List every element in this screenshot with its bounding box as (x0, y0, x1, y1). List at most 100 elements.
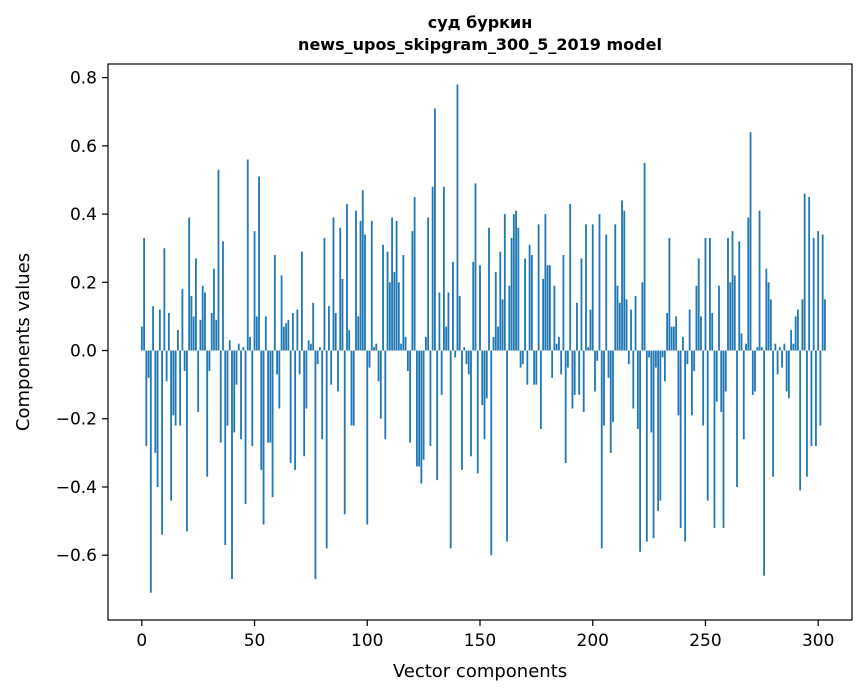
bar-136 (447, 292, 450, 351)
bar-178 (542, 278, 545, 351)
bar-177 (539, 350, 542, 429)
bar-227 (652, 350, 655, 539)
bar-213 (621, 200, 623, 351)
bar-263 (733, 275, 736, 351)
bar-68 (294, 350, 297, 470)
bar-123 (418, 350, 421, 467)
bar-237 (675, 316, 678, 351)
bar-261 (729, 282, 732, 351)
bar-144 (465, 350, 468, 365)
bar-228 (654, 350, 657, 368)
bar-292 (799, 350, 802, 491)
bar-61 (278, 350, 281, 409)
bar-209 (612, 350, 614, 423)
bar-276 (763, 350, 765, 576)
bar-90 (343, 350, 346, 515)
bar-84 (330, 350, 333, 385)
bar-47 (246, 159, 249, 351)
bar-69 (296, 309, 299, 351)
bar-203 (598, 214, 601, 351)
bar-115 (400, 343, 402, 351)
bar-192 (573, 350, 576, 395)
bar-50 (253, 231, 256, 351)
bar-39 (228, 340, 231, 351)
bar-27 (201, 285, 204, 351)
bar-210 (614, 224, 617, 351)
bar-282 (776, 350, 779, 375)
bar-258 (722, 350, 725, 528)
bar-289 (792, 343, 795, 351)
bar-285 (783, 343, 786, 351)
x-tick-label-6: 300 (802, 631, 834, 651)
bar-46 (244, 350, 247, 505)
bar-59 (273, 255, 276, 351)
bar-201 (594, 350, 596, 392)
bar-257 (720, 350, 723, 412)
bar-256 (718, 285, 720, 351)
bar-122 (415, 350, 418, 467)
y-tick-label-2: −0.2 (56, 410, 97, 430)
bar-78 (316, 350, 319, 365)
bar-272 (754, 350, 756, 392)
bar-182 (551, 350, 554, 378)
bar-93 (350, 350, 353, 426)
bar-166 (515, 210, 517, 351)
bar-111 (391, 217, 393, 351)
bar-243 (688, 309, 691, 351)
bar-124 (420, 350, 423, 484)
bar-70 (298, 350, 301, 375)
bar-137 (449, 350, 452, 549)
bar-164 (510, 237, 513, 351)
bar-299 (815, 350, 817, 447)
bar-51 (255, 316, 258, 351)
bar-72 (303, 350, 306, 457)
bar-8 (158, 309, 161, 351)
bar-216 (627, 350, 630, 365)
bar-73 (305, 350, 308, 409)
bar-58 (271, 350, 274, 498)
bar-12 (167, 313, 170, 351)
bar-172 (528, 244, 531, 351)
bar-0 (140, 326, 143, 351)
y-axis: −0.6 −0.4 −0.2 0.0 0.2 0.4 0.6 0.8 (56, 69, 108, 566)
bar-264 (736, 350, 738, 487)
bar-1 (143, 237, 145, 351)
bar-271 (751, 350, 754, 395)
bar-77 (314, 350, 317, 580)
bar-212 (618, 302, 621, 351)
bar-199 (589, 309, 592, 351)
bar-249 (702, 350, 705, 426)
bar-105 (377, 350, 380, 382)
bar-303 (824, 299, 826, 351)
bar-42 (235, 350, 238, 385)
bar-252 (709, 237, 711, 351)
bar-29 (206, 350, 209, 477)
bar-143 (463, 347, 466, 351)
bar-16 (176, 330, 179, 351)
bar-183 (553, 285, 556, 351)
bar-9 (161, 350, 164, 535)
bar-55 (264, 316, 267, 351)
bar-255 (715, 350, 718, 402)
x-tick-label-5: 250 (689, 631, 721, 651)
bar-223 (643, 162, 646, 351)
bar-21 (188, 217, 191, 351)
bar-259 (724, 350, 727, 392)
bar-191 (571, 350, 574, 409)
bar-173 (530, 255, 533, 351)
bar-165 (512, 214, 515, 351)
bar-63 (282, 326, 285, 351)
bar-174 (533, 350, 536, 385)
bar-278 (767, 282, 770, 351)
bar-239 (679, 350, 682, 528)
bar-110 (388, 282, 391, 351)
bar-269 (747, 217, 750, 351)
bar-103 (373, 347, 375, 351)
bar-217 (630, 309, 632, 351)
bar-97 (359, 220, 362, 351)
bar-141 (458, 295, 461, 351)
bar-100 (366, 350, 369, 525)
bar-14 (172, 350, 175, 416)
bar-245 (693, 350, 696, 371)
bar-206 (605, 234, 608, 351)
